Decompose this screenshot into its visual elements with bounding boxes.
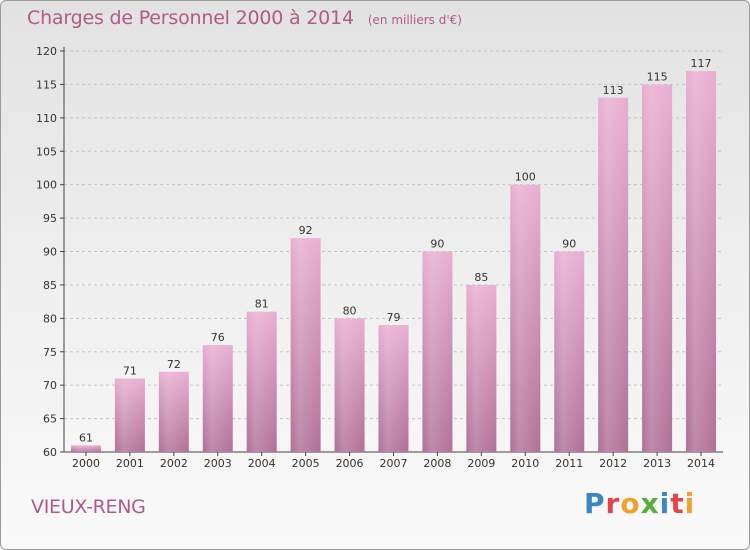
bar-shine [202,345,233,452]
data-label: 117 [691,57,712,70]
data-label: 85 [474,271,488,284]
x-tick-label: 2008 [423,457,451,470]
y-tick-label: 105 [36,145,57,158]
data-label: 115 [647,70,668,83]
data-label: 113 [603,84,624,97]
bar-shine [114,378,145,452]
bar-shine [334,318,365,452]
data-label: 92 [299,224,313,237]
chart-title: Charges de Personnel 2000 à 2014 [27,7,354,29]
data-label: 61 [79,431,93,444]
data-label: 90 [430,238,444,251]
proxiti-logo: Proxiti [584,487,696,520]
y-tick-label: 85 [43,279,57,292]
bar-shine [466,284,497,452]
x-tick-label: 2002 [160,457,188,470]
x-tick-label: 2009 [467,457,495,470]
title-row: Charges de Personnel 2000 à 2014 (en mill… [27,7,462,29]
bar-shine [554,251,585,452]
data-label: 90 [562,238,576,251]
data-label: 71 [123,364,137,377]
bar-shine [378,325,409,452]
x-tick-label: 2006 [336,457,364,470]
bar-shine [158,371,189,452]
x-tick-label: 2004 [248,457,276,470]
y-tick-label: 60 [43,446,57,459]
y-tick-label: 65 [43,413,57,426]
data-label: 80 [343,304,357,317]
bar-shine [642,84,673,453]
x-tick-label: 2012 [599,457,627,470]
bar-shine [290,238,321,452]
x-tick-label: 2000 [72,457,100,470]
bar-shine [686,71,717,453]
bar-shine [246,311,277,452]
bar-shine [422,251,453,452]
commune-name: VIEUX-RENG [31,496,146,518]
data-label: 76 [211,331,225,344]
chart-subtitle: (en milliers d'€) [367,13,462,27]
x-tick-label: 2007 [380,457,408,470]
x-tick-label: 2005 [292,457,320,470]
bar-shine [510,184,541,452]
data-label: 79 [387,311,401,324]
y-tick-label: 75 [43,346,57,359]
data-label: 72 [167,358,181,371]
bar-shine [598,97,629,453]
y-tick-label: 70 [43,379,57,392]
x-tick-label: 2001 [116,457,144,470]
y-tick-label: 80 [43,312,57,325]
y-tick-label: 115 [36,78,57,91]
y-tick-label: 95 [43,212,57,225]
data-label: 81 [255,298,269,311]
data-label: 100 [515,171,536,184]
y-tick-label: 90 [43,246,57,259]
x-tick-label: 2014 [687,457,715,470]
x-tick-label: 2003 [204,457,232,470]
x-tick-label: 2011 [555,457,583,470]
x-tick-label: 2010 [511,457,539,470]
y-tick-label: 120 [36,45,57,58]
y-tick-label: 100 [36,179,57,192]
x-tick-label: 2013 [643,457,671,470]
bar-shine [70,445,101,452]
y-tick-label: 110 [36,112,57,125]
